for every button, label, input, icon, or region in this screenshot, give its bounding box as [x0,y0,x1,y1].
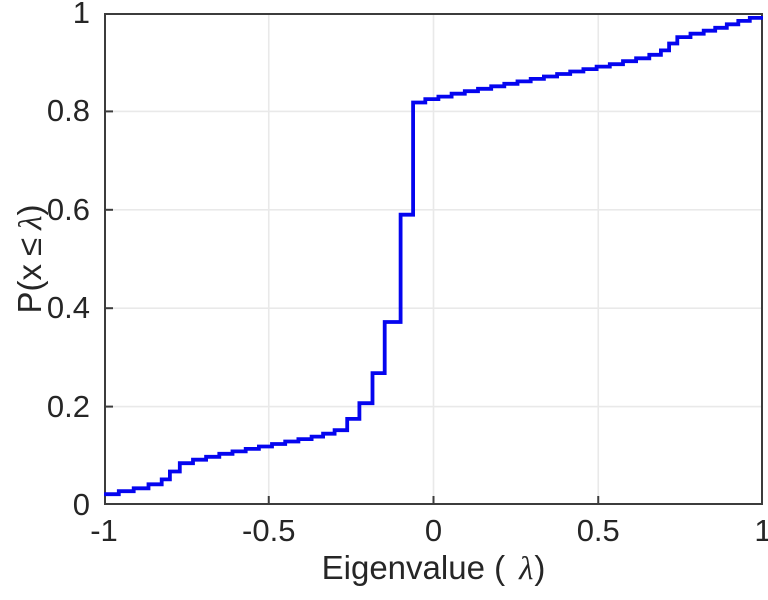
plot-box-border [104,13,763,505]
x-axis-label: Eigenvalue ( λ) [104,549,763,588]
y-axis-label-text: P(x [11,263,48,314]
lambda-symbol: λ [13,215,49,230]
x-tick-label: 1 [754,513,768,548]
y-tick-label: 0.8 [46,93,90,129]
y-tick-label: 0.2 [46,388,90,424]
x-tick-label: 0 [424,513,443,548]
lambda-symbol: λ [519,551,534,587]
gridlines [104,13,763,505]
y-tick-label: 1 [72,0,90,30]
y-axis-label: P(x ≤ λ) [11,177,49,341]
x-axis-label-close: ) [534,549,546,586]
y-tick-label: 0 [72,487,90,522]
axis-ticks [104,13,763,505]
x-axis-label-text: Eigenvalue ( [321,549,506,586]
x-tick-label: -1 [90,513,118,548]
x-tick-label: 0.5 [576,513,620,548]
leq-symbol: ≤ [11,237,48,256]
plot-area [104,13,763,505]
x-tick-label: -0.5 [242,513,296,548]
y-axis-label-close: ) [11,204,48,216]
ecdf-step-curve [104,16,763,497]
y-tick-label: 0.4 [46,290,90,326]
y-tick-label: 0.6 [46,191,90,227]
